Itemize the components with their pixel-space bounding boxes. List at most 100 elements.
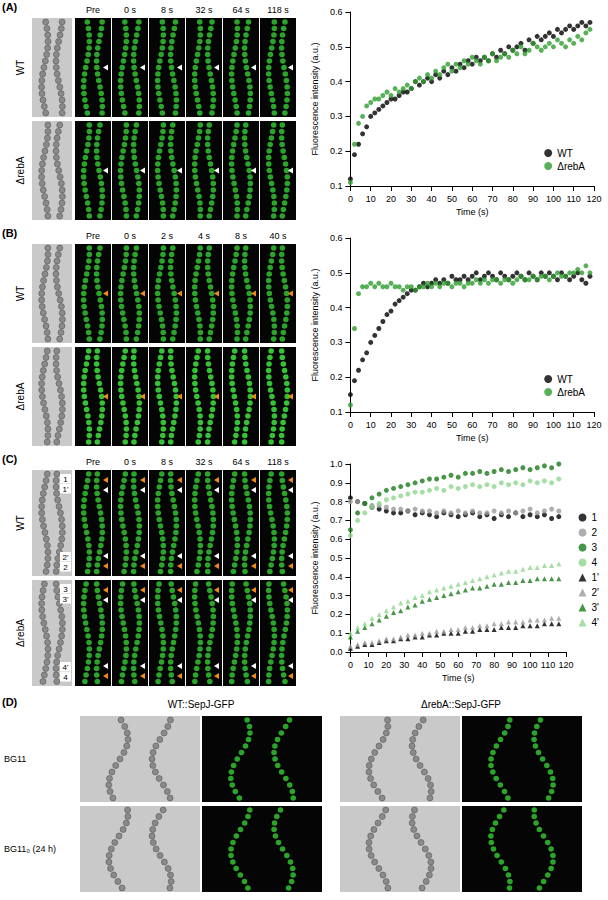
- svg-text:ΔrebA: ΔrebA: [557, 387, 585, 398]
- svg-text:8 s: 8 s: [235, 231, 248, 241]
- svg-text:70: 70: [471, 660, 481, 670]
- svg-text:40: 40: [427, 420, 437, 430]
- svg-text:4: 4: [592, 557, 598, 568]
- svg-text:30: 30: [399, 660, 409, 670]
- svg-text:WT: WT: [557, 374, 573, 385]
- svg-text:Pre: Pre: [86, 231, 100, 241]
- svg-text:(C): (C): [2, 453, 18, 465]
- svg-text:70: 70: [487, 194, 497, 204]
- svg-text:80: 80: [489, 660, 499, 670]
- svg-text:0.1: 0.1: [330, 181, 343, 191]
- svg-text:110: 110: [567, 194, 581, 204]
- svg-text:0.6: 0.6: [330, 534, 343, 544]
- svg-text:1': 1': [592, 572, 600, 583]
- svg-text:ΔrebA: ΔrebA: [557, 161, 585, 172]
- svg-text:110: 110: [541, 660, 555, 670]
- svg-text:64 s: 64 s: [232, 457, 250, 467]
- svg-text:Time (s): Time (s): [456, 433, 489, 443]
- svg-text:WT: WT: [557, 148, 573, 159]
- svg-text:100: 100: [523, 660, 538, 670]
- svg-text:32 s: 32 s: [195, 5, 213, 15]
- svg-text:80: 80: [508, 420, 518, 430]
- svg-text:Fluorescence intensity (a.u.): Fluorescence intensity (a.u.): [310, 42, 320, 155]
- svg-text:1: 1: [592, 512, 598, 523]
- svg-text:60: 60: [453, 660, 463, 670]
- svg-text:3': 3': [63, 595, 69, 604]
- svg-text:0 s: 0 s: [124, 457, 137, 467]
- svg-text:64 s: 64 s: [232, 5, 250, 15]
- svg-text:0: 0: [348, 420, 353, 430]
- svg-text:8 s: 8 s: [161, 457, 174, 467]
- svg-text:110: 110: [567, 420, 581, 430]
- svg-text:Time (s): Time (s): [442, 673, 475, 683]
- svg-text:Pre: Pre: [86, 457, 100, 467]
- svg-text:118 s: 118 s: [267, 457, 289, 467]
- svg-text:30: 30: [406, 194, 416, 204]
- svg-text:0.1: 0.1: [330, 407, 343, 417]
- svg-text:3': 3': [592, 602, 600, 613]
- svg-text:2': 2': [63, 553, 69, 562]
- svg-text:3: 3: [63, 585, 68, 594]
- svg-text:40: 40: [427, 194, 437, 204]
- svg-text:2: 2: [63, 563, 68, 572]
- svg-text:0.5: 0.5: [330, 42, 343, 52]
- svg-text:0.4: 0.4: [330, 303, 343, 313]
- svg-text:0.9: 0.9: [330, 478, 343, 488]
- svg-text:0.2: 0.2: [330, 372, 343, 382]
- svg-text:0.6: 0.6: [330, 7, 343, 17]
- svg-text:0.2: 0.2: [330, 146, 343, 156]
- svg-text:40 s: 40 s: [269, 231, 287, 241]
- svg-text:2': 2': [592, 587, 600, 598]
- svg-text:Time (s): Time (s): [456, 207, 489, 217]
- svg-text:60: 60: [467, 420, 477, 430]
- svg-text:0.0: 0.0: [330, 647, 343, 657]
- svg-text:(B): (B): [2, 227, 18, 239]
- svg-text:(D): (D): [2, 696, 18, 708]
- svg-text:20: 20: [386, 420, 396, 430]
- svg-text:3: 3: [592, 542, 598, 553]
- svg-text:BG11: BG11: [4, 754, 26, 764]
- svg-text:WT: WT: [15, 60, 26, 76]
- svg-text:1': 1': [63, 485, 69, 494]
- svg-text:50: 50: [447, 420, 457, 430]
- svg-text:120: 120: [586, 194, 601, 204]
- svg-text:Fluorescence intensity (a.u.): Fluorescence intensity (a.u.): [310, 268, 320, 381]
- svg-text:ΔrebA: ΔrebA: [15, 382, 26, 410]
- svg-text:120: 120: [586, 420, 601, 430]
- svg-text:BG11₀ (24 h): BG11₀ (24 h): [4, 844, 56, 854]
- svg-text:0: 0: [348, 660, 353, 670]
- svg-text:0.2: 0.2: [330, 609, 343, 619]
- svg-text:2: 2: [592, 527, 598, 538]
- svg-text:32 s: 32 s: [195, 457, 213, 467]
- svg-text:100: 100: [546, 420, 561, 430]
- svg-text:50: 50: [435, 660, 445, 670]
- svg-text:WT::SepJ-GFP: WT::SepJ-GFP: [168, 699, 235, 710]
- svg-text:WT: WT: [15, 286, 26, 302]
- svg-text:80: 80: [508, 194, 518, 204]
- svg-text:90: 90: [507, 660, 517, 670]
- svg-text:Pre: Pre: [86, 5, 100, 15]
- svg-text:100: 100: [546, 194, 561, 204]
- svg-text:ΔrebA: ΔrebA: [15, 156, 26, 184]
- svg-text:70: 70: [487, 420, 497, 430]
- svg-text:0: 0: [348, 194, 353, 204]
- svg-text:0.7: 0.7: [330, 515, 343, 525]
- svg-text:0.8: 0.8: [330, 497, 343, 507]
- svg-text:Fluorescence intensity (a.u.): Fluorescence intensity (a.u.): [310, 501, 320, 614]
- svg-text:(A): (A): [2, 1, 18, 13]
- svg-text:1: 1: [63, 475, 68, 484]
- svg-text:0.1: 0.1: [330, 628, 343, 638]
- svg-text:0 s: 0 s: [124, 5, 137, 15]
- svg-text:90: 90: [528, 194, 538, 204]
- svg-text:0.3: 0.3: [330, 111, 343, 121]
- svg-text:120: 120: [558, 660, 573, 670]
- svg-text:4': 4': [63, 663, 69, 672]
- svg-text:10: 10: [366, 194, 376, 204]
- svg-text:0.4: 0.4: [330, 77, 343, 87]
- svg-text:ΔrebA::SepJ-GFP: ΔrebA::SepJ-GFP: [421, 699, 501, 710]
- svg-text:118 s: 118 s: [267, 5, 289, 15]
- svg-text:40: 40: [417, 660, 427, 670]
- svg-text:1.0: 1.0: [330, 459, 343, 469]
- svg-text:30: 30: [406, 420, 416, 430]
- svg-text:0.4: 0.4: [330, 572, 343, 582]
